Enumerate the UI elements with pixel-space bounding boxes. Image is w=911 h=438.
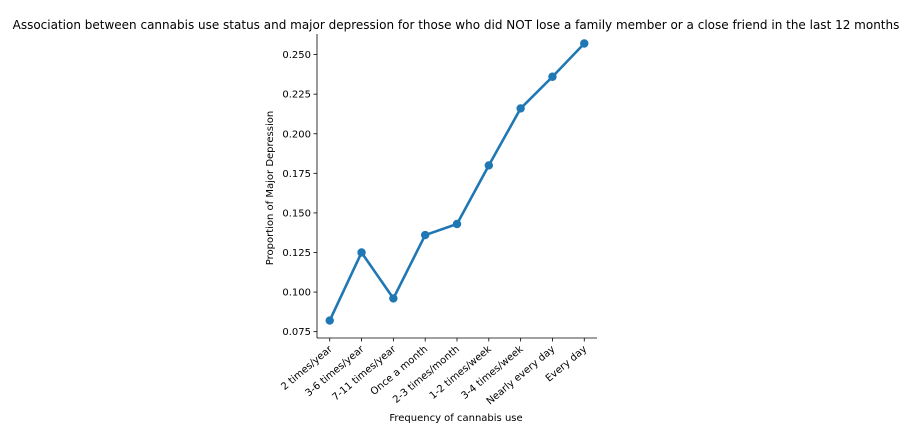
data-point — [548, 72, 557, 81]
y-axis-label: Proportion of Major Depression — [265, 111, 276, 265]
data-point — [516, 104, 525, 113]
y-tick-label: 0.075 — [282, 327, 311, 338]
data-point — [389, 294, 398, 303]
y-tick-label: 0.175 — [282, 169, 311, 180]
y-tick-label: 0.225 — [282, 90, 311, 101]
series-line — [328, 42, 586, 322]
data-point — [357, 248, 366, 257]
chart-title: Association between cannabis use status … — [13, 18, 900, 32]
data-point — [325, 316, 334, 325]
y-tick-label: 0.200 — [282, 129, 311, 140]
data-point — [452, 219, 462, 229]
y-tick-label: 0.250 — [282, 50, 311, 61]
y-tick-label: 0.150 — [282, 208, 311, 219]
data-point — [420, 230, 430, 240]
y-tick-label: 0.100 — [282, 288, 311, 299]
y-tick-label: 0.125 — [282, 248, 311, 259]
data-point — [580, 39, 589, 48]
data-point — [484, 161, 494, 170]
y-axis-ticks: 0.075 0.100 0.125 0.150 0.175 0.200 0.225 0.250 — [282, 50, 317, 338]
series-proportion-major-depression — [325, 39, 589, 325]
x-axis-label: Frequency of cannabis use — [389, 413, 522, 424]
